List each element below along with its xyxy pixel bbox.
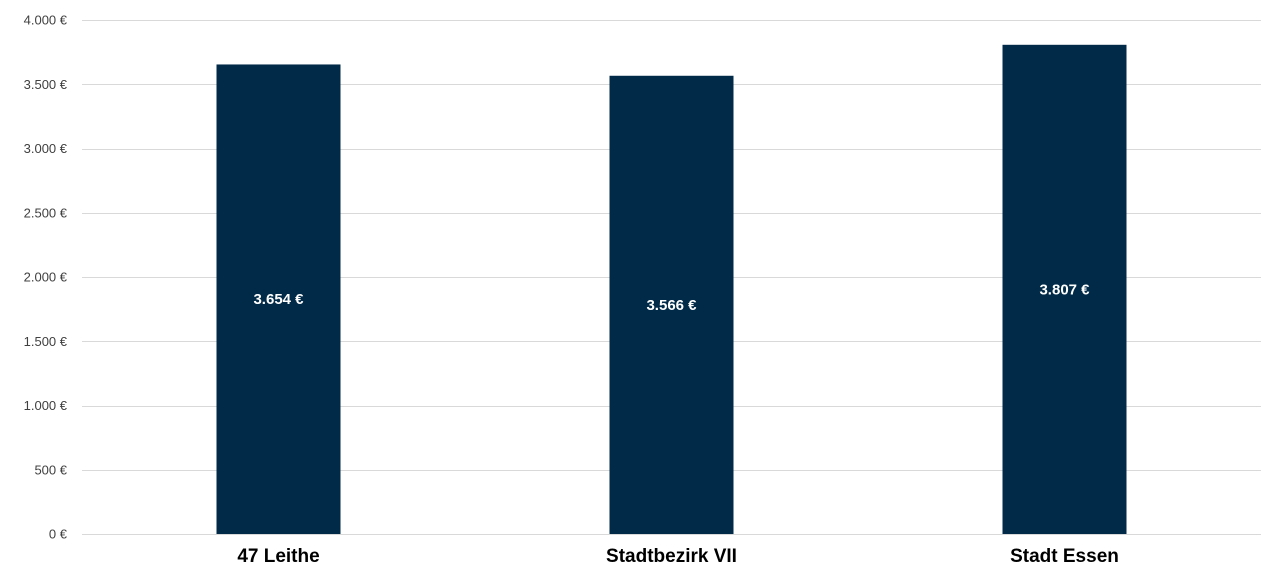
x-tick-label: 47 Leithe — [237, 546, 319, 567]
y-tick-label: 1.000 € — [24, 398, 68, 413]
data-labels: 3.654 € 3.566 € 3.807 € — [253, 281, 1090, 313]
bars — [216, 44, 1127, 535]
bar — [609, 75, 734, 535]
y-tick-label: 500 € — [34, 462, 67, 477]
bar — [216, 64, 341, 534]
x-tick-label: Stadtbezirk VII — [606, 546, 737, 567]
y-axis-tick-labels: 0 € 500 € 1.000 € 1.500 € 2.000 € 2.500 € 3.00… — [24, 13, 68, 542]
y-tick-label: 4.000 € — [24, 13, 68, 28]
data-label: 3.807 € — [1039, 281, 1090, 298]
y-tick-label: 3.000 € — [24, 141, 68, 156]
x-tick-label: Stadt Essen — [1010, 546, 1119, 567]
data-label: 3.654 € — [253, 291, 304, 308]
y-tick-label: 2.000 € — [24, 270, 68, 285]
y-tick-label: 1.500 € — [24, 334, 68, 349]
y-tick-label: 2.500 € — [24, 205, 68, 220]
x-axis-tick-labels: 47 Leithe Stadtbezirk VII Stadt Essen — [237, 546, 1119, 567]
data-label: 3.566 € — [646, 297, 697, 314]
y-tick-label: 0 € — [49, 527, 68, 542]
bar — [1002, 44, 1127, 534]
y-tick-label: 3.500 € — [24, 77, 68, 92]
